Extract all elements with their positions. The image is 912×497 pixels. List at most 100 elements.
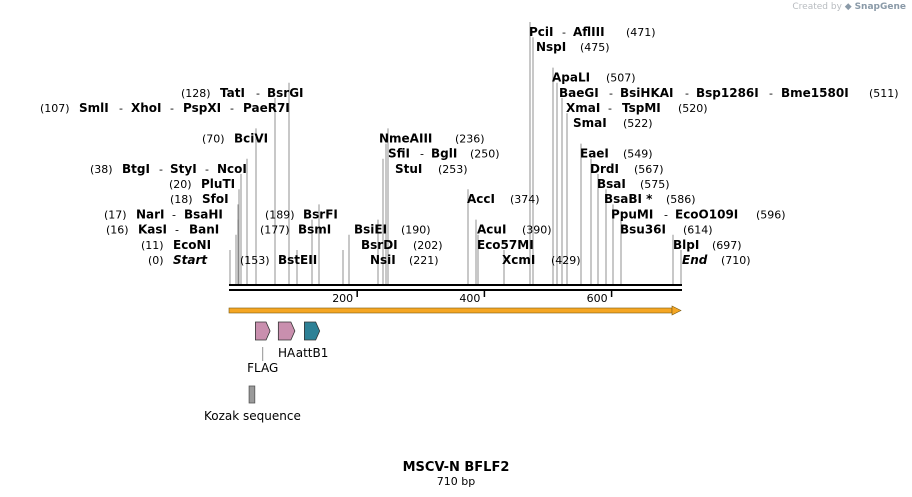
feature-ha-arrow[interactable] — [277, 321, 296, 341]
kozak-sequence[interactable]: Kozak sequence — [204, 385, 301, 423]
enzyme-site-label[interactable]: Bsp1286I — [696, 86, 759, 100]
enzyme-site-label[interactable]: BciVI — [234, 131, 268, 145]
site-position-label: (374) — [510, 193, 540, 206]
enzyme-site-label[interactable]: SfiI — [388, 147, 410, 161]
scale-ticks: 200 400 600 — [332, 290, 613, 305]
site-position-label: (190) — [401, 224, 431, 237]
sequence-arrow[interactable] — [228, 305, 682, 316]
enzyme-site-label[interactable]: SmlI — [79, 101, 109, 115]
site-position-label: (17) — [104, 208, 127, 221]
site-position-label: (128) — [181, 87, 211, 100]
enzyme-site-label[interactable]: EcoO109I — [675, 207, 738, 221]
site-position-label: (575) — [640, 178, 670, 191]
enzyme-site-label[interactable]: NmeAIII — [379, 131, 432, 145]
site-position-label: (596) — [756, 208, 786, 221]
enzyme-site-label[interactable]: NspI — [536, 40, 566, 54]
enzyme-site-label[interactable]: StuI — [395, 162, 422, 176]
enzyme-site-label[interactable]: Bme1580I — [781, 86, 849, 100]
enzyme-site-label[interactable]: EaeI — [580, 147, 609, 161]
enzyme-site-label[interactable]: NsiI — [370, 253, 396, 267]
site-position-label: (390) — [522, 224, 552, 237]
enzyme-site-label[interactable]: BsrGI — [267, 86, 304, 100]
enzyme-site-label[interactable]: AcuI — [477, 223, 506, 237]
site-position-label: (18) — [170, 193, 193, 206]
site-position-label: - — [119, 102, 123, 115]
site-position-label: - — [170, 102, 174, 115]
site-position-label: (16) — [106, 224, 129, 237]
enzyme-site-label[interactable]: TspMI — [622, 101, 661, 115]
enzyme-site-label[interactable]: XcmI — [502, 253, 535, 267]
site-position-label: (429) — [551, 254, 581, 267]
enzyme-site-label[interactable]: PluTI — [201, 177, 235, 191]
site-position-label: (20) — [169, 178, 192, 191]
enzyme-site-label[interactable]: Eco57MI — [477, 238, 534, 252]
enzyme-site-label[interactable]: StyI — [170, 162, 197, 176]
site-position-label: - — [664, 208, 668, 221]
enzyme-site-label[interactable]: AflIII — [573, 25, 605, 39]
enzyme-site-label[interactable]: BaeGI — [559, 86, 599, 100]
site-position-label: - — [205, 163, 209, 176]
map-length: 710 bp — [437, 475, 475, 488]
enzyme-site-label[interactable]: BtgI — [122, 162, 150, 176]
enzyme-site-label[interactable]: PpuMI — [611, 207, 653, 221]
site-position-label: (38) — [90, 163, 113, 176]
enzyme-site-label[interactable]: BsrFI — [303, 207, 338, 221]
site-position-label: - — [256, 87, 260, 100]
enzyme-site-label[interactable]: BsaBI * — [604, 192, 653, 206]
site-position-label: (153) — [240, 254, 270, 267]
enzyme-site-label[interactable]: ApaLI — [552, 71, 590, 85]
site-position-label: - — [172, 208, 176, 221]
snapgene-credit: Created by ◆ SnapGene — [792, 2, 906, 12]
site-position-label: (522) — [623, 117, 653, 130]
credit-brand: SnapGene — [854, 2, 906, 12]
site-position-label: (236) — [455, 132, 485, 145]
enzyme-site-label[interactable]: BstEII — [278, 253, 317, 267]
enzyme-site-label[interactable]: EcoNI — [173, 238, 211, 252]
site-position-label: (250) — [470, 148, 500, 161]
feature-ha-label: HA — [278, 346, 296, 360]
enzyme-site-label[interactable]: BsmI — [298, 223, 331, 237]
site-position-label: (189) — [265, 208, 295, 221]
enzyme-site-label[interactable]: SmaI — [573, 116, 607, 130]
site-position-label: (471) — [626, 26, 656, 39]
enzyme-site-label[interactable]: NcoI — [217, 162, 247, 176]
enzyme-site-label[interactable]: NarI — [136, 207, 165, 221]
map-title: MSCV-N BFLF2 — [403, 460, 510, 475]
enzyme-site-label[interactable]: BanI — [189, 223, 219, 237]
enzyme-site-label[interactable]: TatI — [220, 86, 245, 100]
enzyme-site-label[interactable]: BglI — [431, 147, 457, 161]
site-position-label: - — [609, 87, 613, 100]
enzyme-site-label[interactable]: DrdI — [590, 162, 619, 176]
site-position-label: (614) — [683, 224, 713, 237]
enzyme-site-label[interactable]: PaeR7I — [243, 101, 290, 115]
enzyme-site-label[interactable]: XhoI — [131, 101, 162, 115]
site-position-label: (0) — [148, 254, 164, 267]
site-position-label: (221) — [409, 254, 439, 267]
site-position-label: - — [562, 26, 566, 39]
enzyme-site-label[interactable]: BsaI — [597, 177, 626, 191]
enzyme-site-label[interactable]: BsiHKAI — [620, 86, 674, 100]
enzyme-site-label[interactable]: KasI — [138, 223, 167, 237]
site-position-label: - — [769, 87, 773, 100]
enzyme-site-label[interactable]: Bsu36I — [620, 223, 666, 237]
end-label: Start — [173, 253, 208, 267]
site-position-label: (253) — [438, 163, 468, 176]
site-position-label: (11) — [141, 239, 164, 252]
site-leader-lines — [229, 22, 682, 284]
enzyme-site-label[interactable]: BsrDI — [361, 238, 398, 252]
enzyme-site-label[interactable]: BsiEI — [354, 223, 387, 237]
enzyme-site-label[interactable]: XmaI — [566, 101, 600, 115]
end-label: End — [682, 253, 708, 267]
enzyme-site-label[interactable]: SfoI — [202, 192, 229, 206]
enzyme-site-label[interactable]: PspXI — [183, 101, 221, 115]
enzyme-site-label[interactable]: BlpI — [673, 238, 699, 252]
scale-tick-label: 200 — [332, 292, 353, 305]
feature-flag-arrow[interactable] — [255, 321, 271, 341]
enzyme-site-label[interactable]: PciI — [529, 25, 554, 39]
enzyme-site-label[interactable]: BsaHI — [184, 207, 223, 221]
feature-attb1-arrow[interactable] — [304, 321, 321, 341]
enzyme-site-label[interactable]: AccI — [467, 192, 495, 206]
sequence-backbone — [229, 284, 682, 291]
